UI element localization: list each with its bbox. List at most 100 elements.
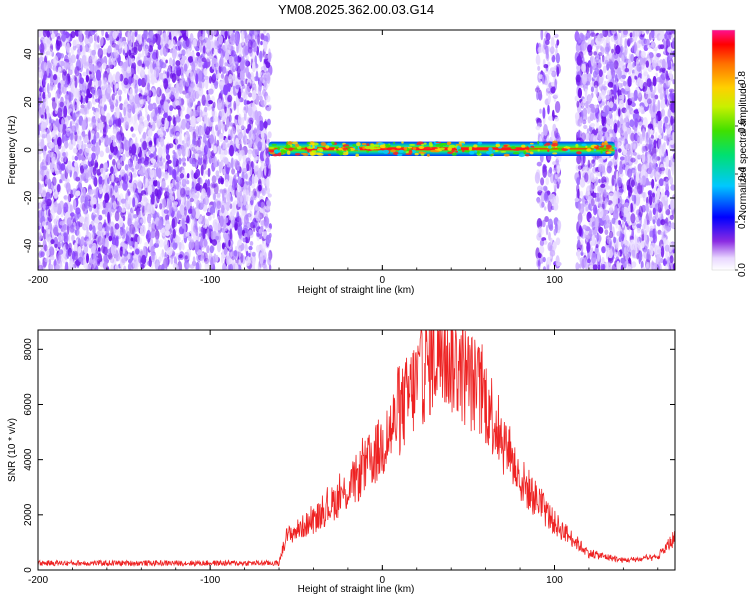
spectrogram-noise-cell xyxy=(87,43,91,48)
spectrogram-noise-cell xyxy=(221,242,225,250)
spectrogram-noise-cell xyxy=(181,148,186,157)
spectrogram-noise-cell xyxy=(601,246,606,254)
spectrogram-noise-cell xyxy=(176,30,180,37)
spectrogram-noise-cell xyxy=(151,36,157,43)
spectrogram-noise-cell xyxy=(537,185,543,192)
spectrogram-noise-cell xyxy=(543,192,548,202)
spectrogram-noise-cell xyxy=(245,250,249,257)
spectrogram-noise-cell xyxy=(179,132,182,143)
spectrogram-noise-cell xyxy=(134,217,138,228)
spectrogram-noise-cell xyxy=(652,219,656,225)
spectrogram-noise-cell xyxy=(230,122,233,127)
spectrogram-noise-cell xyxy=(182,232,188,239)
spectrogram-noise-cell xyxy=(160,99,164,106)
spectrogram-noise-cell xyxy=(267,227,271,233)
spectrogram-noise-cell xyxy=(112,200,117,210)
spectrogram-noise-cell xyxy=(222,140,226,150)
spectrogram-noise-cell xyxy=(140,218,145,224)
spectrogram-noise-cell xyxy=(255,211,261,222)
spectrogram-noise-cell xyxy=(203,195,209,206)
spectrogram-noise-cell xyxy=(97,223,103,236)
spectrogram-noise-cell xyxy=(630,102,636,108)
spectrogram-noise-cell xyxy=(57,235,63,242)
spectrogram-noise-cell xyxy=(199,43,203,53)
spectrogram-noise-cell xyxy=(147,203,153,215)
spectrogram-noise-cell xyxy=(181,219,185,229)
spectrogram-noise-cell xyxy=(70,47,75,55)
spectrogram-noise-cell xyxy=(131,183,136,194)
spectrogram-noise-cell xyxy=(93,41,97,52)
spectrogram-noise-cell xyxy=(88,166,92,178)
spectrogram-noise-cell xyxy=(159,160,163,167)
spectrogram-noise-cell xyxy=(545,224,549,236)
spectrogram-noise-cell xyxy=(194,239,200,252)
spectrogram-noise-cell xyxy=(240,124,245,130)
spectrogram-noise-cell xyxy=(66,42,71,53)
spectrogram-noise-cell xyxy=(67,224,70,235)
spectrogram-noise-cell xyxy=(168,143,174,149)
spectrogram-noise-cell xyxy=(53,201,59,213)
spectrogram-noise-cell xyxy=(88,224,93,231)
spectrogram-noise-cell xyxy=(230,252,233,257)
spectrogram-noise-cell xyxy=(191,191,196,198)
spectrogram-noise-cell xyxy=(62,84,67,95)
spectrogram-noise-cell xyxy=(229,228,233,240)
spectrogram-noise-cell xyxy=(239,143,242,151)
spectrogram-noise-cell xyxy=(131,31,135,43)
spectrogram-noise-cell xyxy=(254,35,258,40)
spectrogram-noise-cell xyxy=(553,93,559,98)
spectrogram-noise-cell xyxy=(139,225,144,236)
spectrogram-noise-cell xyxy=(144,242,149,247)
spectrogram-noise-cell xyxy=(209,75,212,84)
spectrogram-noise-cell xyxy=(87,55,91,64)
spectrogram-noise-cell xyxy=(122,49,125,55)
spectrogram-noise-cell xyxy=(95,59,102,65)
spectrogram-noise-cell xyxy=(70,82,75,90)
spectrogram-noise-cell xyxy=(101,30,105,37)
spectrogram-noise-cell xyxy=(78,148,84,161)
spectrogram-noise-cell xyxy=(74,131,78,142)
spectrogram-noise-cell xyxy=(88,130,91,141)
spectrogram-noise-cell xyxy=(171,168,177,179)
spectrogram-noise-cell xyxy=(268,163,272,169)
spectrogram-noise-cell xyxy=(223,247,228,256)
spectrogram-noise-cell xyxy=(178,241,182,251)
spectrogram-noise-cell xyxy=(265,239,270,249)
spectrogram-noise-cell xyxy=(239,139,243,146)
spectrogram-noise-cell xyxy=(137,42,143,52)
spectrogram-noise-cell xyxy=(249,75,255,84)
spectrogram-noise-cell xyxy=(146,114,150,122)
spectrogram-noise-cell xyxy=(213,156,218,168)
spectrogram-noise-cell xyxy=(172,202,178,210)
spectrogram-noise-cell xyxy=(70,30,76,39)
spectrogram-noise-cell xyxy=(554,78,557,91)
spectrogram-noise-cell xyxy=(543,240,548,245)
spectrogram-noise-cell xyxy=(147,129,153,137)
spectrogram-noise-cell xyxy=(630,73,636,83)
spectrogram-noise-cell xyxy=(73,75,77,82)
spectrogram-noise-cell xyxy=(81,203,86,212)
spectrogram-noise-cell xyxy=(240,195,243,203)
spectrogram-noise-cell xyxy=(163,209,169,215)
spectrogram-noise-cell xyxy=(77,246,82,254)
spectrogram-noise-cell xyxy=(45,51,51,56)
spectrogram-noise-cell xyxy=(247,71,251,79)
spectrogram-noise-cell xyxy=(95,132,100,139)
spectrogram-noise-cell xyxy=(176,187,182,200)
spectrogram-noise-cell xyxy=(164,191,170,199)
spectrogram-noise-cell xyxy=(230,129,233,142)
spectrogram-noise-cell xyxy=(152,109,155,117)
spectrogram-noise-cell xyxy=(550,173,555,184)
spectrogram-noise-cell xyxy=(618,225,621,232)
spectrogram-noise-cell xyxy=(115,235,119,241)
spectrogram-noise-cell xyxy=(53,55,59,66)
spectrogram-noise-cell xyxy=(195,230,199,237)
spectrogram-noise-cell xyxy=(49,264,54,270)
spectrogram-noise-cell xyxy=(157,167,162,179)
spectrogram-noise-cell xyxy=(197,137,201,148)
spectrogram-noise-cell xyxy=(239,69,245,81)
spectrogram-noise-cell xyxy=(74,161,77,167)
spectrogram-noise-cell xyxy=(179,110,184,118)
spectrogram-noise-cell xyxy=(637,236,642,244)
spectrogram-noise-cell xyxy=(553,198,556,211)
